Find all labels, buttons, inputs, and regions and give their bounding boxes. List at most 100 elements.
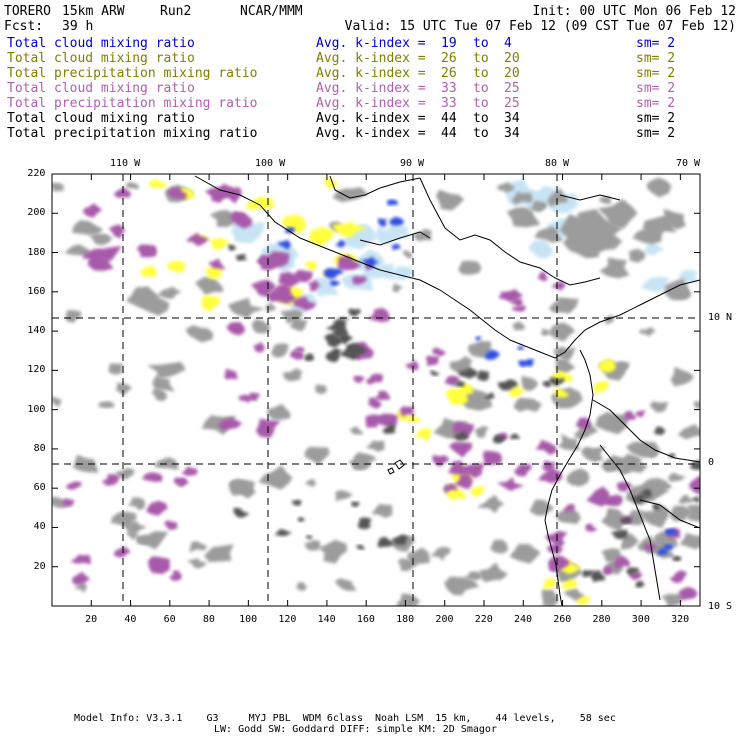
gray-cloud-area xyxy=(151,388,167,402)
purple-cloud-area xyxy=(267,251,290,268)
gray-cloud-area xyxy=(349,426,363,435)
dark-precip-core xyxy=(323,332,344,348)
gray-cloud-area xyxy=(436,189,465,211)
dark-precip-core xyxy=(350,501,360,507)
purple-cloud-area xyxy=(173,477,187,485)
model-info-line: Model Info: V3.3.1 G3 MYJ PBL WDM 6class… xyxy=(74,713,616,724)
gray-cloud-area xyxy=(65,310,82,323)
lat-lon-grid xyxy=(52,174,700,606)
dark-precip-core xyxy=(355,544,365,550)
dark-precip-core xyxy=(297,516,306,522)
y-tick-label: 180 xyxy=(27,246,46,258)
gray-cloud-area xyxy=(642,484,669,502)
purple-cloud-area xyxy=(307,279,321,292)
cloud-fields xyxy=(52,177,700,606)
legend-to: 34 xyxy=(504,111,520,126)
legend-to-label: to xyxy=(473,36,489,51)
yellow-cloud-area xyxy=(593,381,609,394)
x-tick-label: 140 xyxy=(317,614,336,625)
blue-cloud-area xyxy=(483,349,501,360)
dark-precip-core xyxy=(692,496,700,504)
purple-cloud-area xyxy=(432,347,446,357)
longitude-label: 110 W xyxy=(110,158,141,169)
gray-cloud-area xyxy=(186,558,208,569)
dark-precip-core xyxy=(429,370,440,376)
blue-cloud-area xyxy=(284,227,295,234)
purple-cloud-area xyxy=(337,255,362,271)
legend-kindex-label: Avg. k-index = xyxy=(316,96,426,111)
gray-cloud-area xyxy=(392,283,404,293)
coastline xyxy=(194,175,700,359)
yellow-cloud-area xyxy=(508,384,527,398)
purple-cloud-area xyxy=(290,350,304,360)
legend-sm: sm= 2 xyxy=(636,126,676,141)
purple-cloud-area xyxy=(82,203,103,218)
purple-cloud-area xyxy=(70,554,92,565)
purple-cloud-area xyxy=(443,483,458,492)
gray-cloud-area xyxy=(679,532,700,550)
gray-cloud-area xyxy=(473,426,489,438)
blue-cloud-area xyxy=(323,267,344,279)
gray-cloud-area xyxy=(581,446,607,463)
coastline xyxy=(394,459,405,470)
gray-cloud-area xyxy=(693,401,700,409)
light-cloud-area xyxy=(640,276,670,292)
gray-cloud-area xyxy=(52,496,68,508)
dark-precip-core xyxy=(641,488,652,498)
purple-cloud-area xyxy=(224,368,239,380)
gray-cloud-area xyxy=(601,507,629,532)
blue-cloud-area xyxy=(391,243,401,251)
gray-cloud-area xyxy=(571,208,623,246)
dark-precip-core xyxy=(235,254,248,262)
legend-from: 33 xyxy=(441,96,457,111)
gray-cloud-area xyxy=(127,521,148,534)
legend-to-label: to xyxy=(473,81,489,96)
dark-precip-core xyxy=(274,528,292,537)
purple-cloud-area xyxy=(226,322,246,336)
gray-cloud-area xyxy=(668,472,686,482)
gray-cloud-area xyxy=(189,541,208,553)
gray-cloud-area xyxy=(553,346,576,362)
legend-from: 44 xyxy=(441,111,457,126)
gray-cloud-area xyxy=(506,207,541,228)
purple-cloud-area xyxy=(444,375,460,387)
coastline xyxy=(387,467,395,475)
purple-cloud-area xyxy=(142,472,163,482)
dark-precip-core xyxy=(653,426,666,435)
gray-cloud-area xyxy=(468,341,492,358)
gray-cloud-area xyxy=(258,465,293,490)
yellow-cloud-area xyxy=(470,486,486,497)
gray-cloud-area xyxy=(597,199,638,229)
dark-precip-core xyxy=(303,353,315,362)
legend-from: 44 xyxy=(441,126,457,141)
gray-cloud-area xyxy=(639,327,656,337)
purple-cloud-area xyxy=(71,571,91,585)
dark-precip-core xyxy=(620,517,632,524)
dark-precip-core xyxy=(357,517,372,530)
purple-cloud-area xyxy=(689,475,700,495)
gray-cloud-area xyxy=(135,531,169,550)
purple-cloud-area xyxy=(148,556,170,575)
gray-cloud-area xyxy=(594,411,628,435)
gray-cloud-area xyxy=(479,562,508,583)
legend-field: Total cloud mixing ratio xyxy=(7,81,195,96)
legend-sm: sm= 2 xyxy=(636,66,676,81)
x-tick-label: 260 xyxy=(553,614,572,625)
gray-cloud-area xyxy=(558,433,581,451)
x-tick-label: 280 xyxy=(592,614,611,625)
legend-field: Total precipitation mixing ratio xyxy=(7,66,258,81)
purple-cloud-area xyxy=(376,413,398,427)
purple-cloud-area xyxy=(601,496,615,505)
gray-cloud-area xyxy=(534,226,564,243)
purple-cloud-area xyxy=(537,271,548,282)
dark-precip-core xyxy=(228,244,237,251)
longitude-label: 100 W xyxy=(255,158,286,169)
light-cloud-area xyxy=(524,185,558,211)
gray-cloud-area xyxy=(549,322,576,342)
gray-cloud-area xyxy=(139,292,170,316)
gray-cloud-area xyxy=(304,540,321,551)
legend-from: 33 xyxy=(441,81,457,96)
legend-from: 26 xyxy=(441,66,457,81)
legend-to-label: to xyxy=(473,111,489,126)
gray-cloud-area xyxy=(632,226,666,245)
